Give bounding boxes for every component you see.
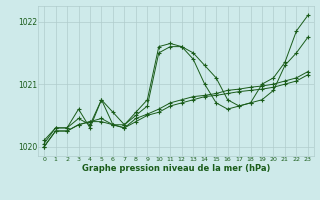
X-axis label: Graphe pression niveau de la mer (hPa): Graphe pression niveau de la mer (hPa) xyxy=(82,164,270,173)
